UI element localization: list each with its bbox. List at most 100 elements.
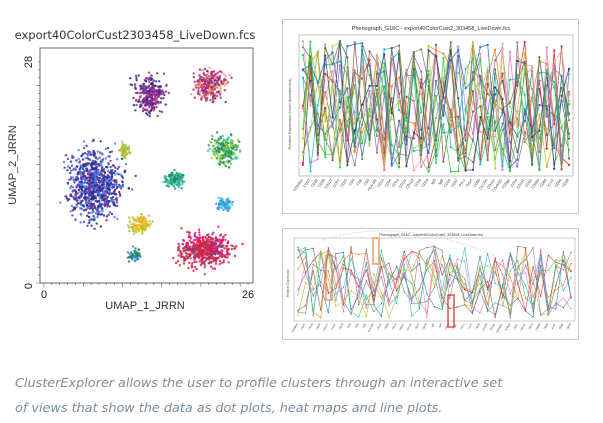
svg-text:CD14: CD14 [391,178,400,188]
svg-text:CD45RO: CD45RO [495,323,504,334]
svg-text:CD123: CD123 [405,178,415,189]
highlight-box-red [447,294,455,328]
svg-text:IgM: IgM [437,323,443,329]
svg-text:CD19: CD19 [413,178,422,188]
svg-text:CD69: CD69 [554,178,563,188]
phenograph-top-svg: Phenograph_G16C - export40ColorCust2_303… [282,19,579,214]
svg-text:CD28: CD28 [307,322,314,330]
svg-text:CD11c: CD11c [398,322,406,331]
svg-text:TIGIT: TIGIT [466,322,473,330]
svg-text:CD24: CD24 [444,322,451,330]
svg-text:PD-1: PD-1 [458,178,466,187]
svg-text:CD3: CD3 [361,322,367,329]
svg-text:Ki-67: Ki-67 [550,322,557,330]
svg-text:CD95: CD95 [474,322,481,330]
phenograph-top-plot-area [298,34,574,177]
umap-y-axis-label: UMAP_2_JRRN [7,125,19,205]
svg-text:CXCR5: CXCR5 [481,322,489,332]
phenograph-bottom-dashed-arc [321,230,553,289]
svg-text:CD56: CD56 [384,178,393,188]
figure-caption: ClusterExplorer allows the user to profi… [15,371,595,421]
svg-text:CD25: CD25 [340,178,349,188]
phenograph-bottom-title: Phenograph_G16C - export40ColorCust2_303… [379,233,483,237]
svg-text:IgM: IgM [437,178,444,185]
svg-text:CD57: CD57 [451,322,458,330]
svg-text:CD8: CD8 [356,178,363,186]
svg-text:CD16: CD16 [377,178,386,188]
phenograph-bottom-marker-labels: CD45RA CD27 CD28 CD38 CD127 CCR7 CD25 CD4 CD8 CD3… [290,322,572,334]
highlight-box-orange-top [372,237,380,265]
svg-text:IgD: IgD [430,178,437,185]
svg-text:CD161: CD161 [486,178,496,189]
svg-text:CD57: CD57 [450,178,459,188]
svg-text:CD66b: CD66b [534,322,542,331]
umap-y-min-label: 0 [23,283,35,289]
svg-text:CD45RA: CD45RA [290,322,299,333]
svg-text:PD-1: PD-1 [459,322,466,330]
svg-text:CD66b: CD66b [531,178,541,189]
svg-text:CD4: CD4 [348,178,355,186]
svg-text:CD95: CD95 [473,178,482,188]
svg-text:CD14: CD14 [391,322,398,330]
svg-text:CD25: CD25 [338,322,345,330]
phenograph-bottom-ylabel: Relative Expression [286,269,290,297]
phenograph-bottom-svg: Phenograph_G16C - export40ColorCust2_303… [282,228,579,340]
svg-text:CD33: CD33 [524,178,533,188]
svg-text:CD20: CD20 [421,322,428,330]
svg-text:CD39: CD39 [561,178,570,188]
phenograph-line-plot-bottom[interactable]: Phenograph_G16C - export40ColorCust2_303… [282,228,579,340]
umap-cluster-dots [59,66,244,276]
svg-text:CD38: CD38 [315,322,322,330]
svg-text:IgD: IgD [430,322,436,328]
umap-scatter-plot[interactable]: 28 0 0 26 UMAP_1_JRRN UMAP_2_JRRN [0,0,270,330]
svg-text:CD45RA: CD45RA [292,178,304,192]
svg-text:CD45RO: CD45RO [492,178,504,192]
umap-y-max-label: 28 [23,56,35,68]
phenograph-top-title: Phenograph_G16C - export40ColorCust2_303… [352,26,511,32]
caption-line-1: ClusterExplorer allows the user to profi… [15,376,503,391]
highlight-box-orange [325,254,333,301]
svg-text:CD1c: CD1c [510,178,519,188]
svg-text:CD39: CD39 [565,322,572,330]
umap-scatter-panel: export40ColorCust2303458_LiveDown.fcs 28… [0,0,270,330]
svg-text:CD28: CD28 [310,178,319,188]
svg-text:CD8: CD8 [353,322,359,329]
svg-text:TIGIT: TIGIT [465,178,474,188]
svg-text:CD38: CD38 [317,178,326,188]
umap-title: export40ColorCust2303458_LiveDown.fcs [14,28,256,42]
svg-text:CD20: CD20 [421,178,430,188]
svg-text:CD19: CD19 [413,322,420,330]
svg-text:CD141: CD141 [519,322,527,331]
svg-text:TCRgd: TCRgd [501,178,511,190]
svg-text:CD86: CD86 [539,178,548,188]
umap-x-axis-label: UMAP_1_JRRN [105,300,185,312]
svg-text:CD69: CD69 [557,322,564,330]
svg-text:CD56: CD56 [383,322,390,330]
svg-text:CCR7: CCR7 [332,178,341,188]
svg-text:Ki-67: Ki-67 [547,178,555,187]
svg-text:CD86: CD86 [542,322,549,330]
phenograph-top-series-lines [301,40,571,173]
phenograph-bottom-series-lines [297,245,572,319]
phenograph-line-plot-top[interactable]: Phenograph_G16C - export40ColorCust2_303… [282,19,579,214]
svg-text:CD127: CD127 [324,178,334,189]
svg-text:CD11c: CD11c [398,178,408,189]
caption-line-2: of views that show the data as dot plots… [15,401,443,416]
umap-axis-ticks [36,61,249,287]
svg-text:CD3: CD3 [363,178,370,186]
svg-text:CD141: CD141 [516,178,526,189]
umap-x-max-label: 26 [242,289,254,301]
svg-text:CD16: CD16 [375,322,382,330]
svg-text:CD123: CD123 [405,322,413,331]
svg-text:CD33: CD33 [527,322,534,330]
svg-text:CD1c: CD1c [512,322,519,330]
svg-text:HLA-DR: HLA-DR [367,178,378,192]
svg-text:HLA-DR: HLA-DR [366,322,374,332]
phenograph-bottom-plot-area [293,237,576,322]
phenograph-top-ylabel: Relative Expression Level (transformed) [287,78,292,150]
svg-text:CXCR5: CXCR5 [478,178,488,190]
svg-text:CD27: CD27 [300,322,307,330]
svg-text:TCRgd: TCRgd [504,322,512,332]
svg-text:CD4: CD4 [346,322,352,329]
svg-text:CD27: CD27 [303,178,312,188]
